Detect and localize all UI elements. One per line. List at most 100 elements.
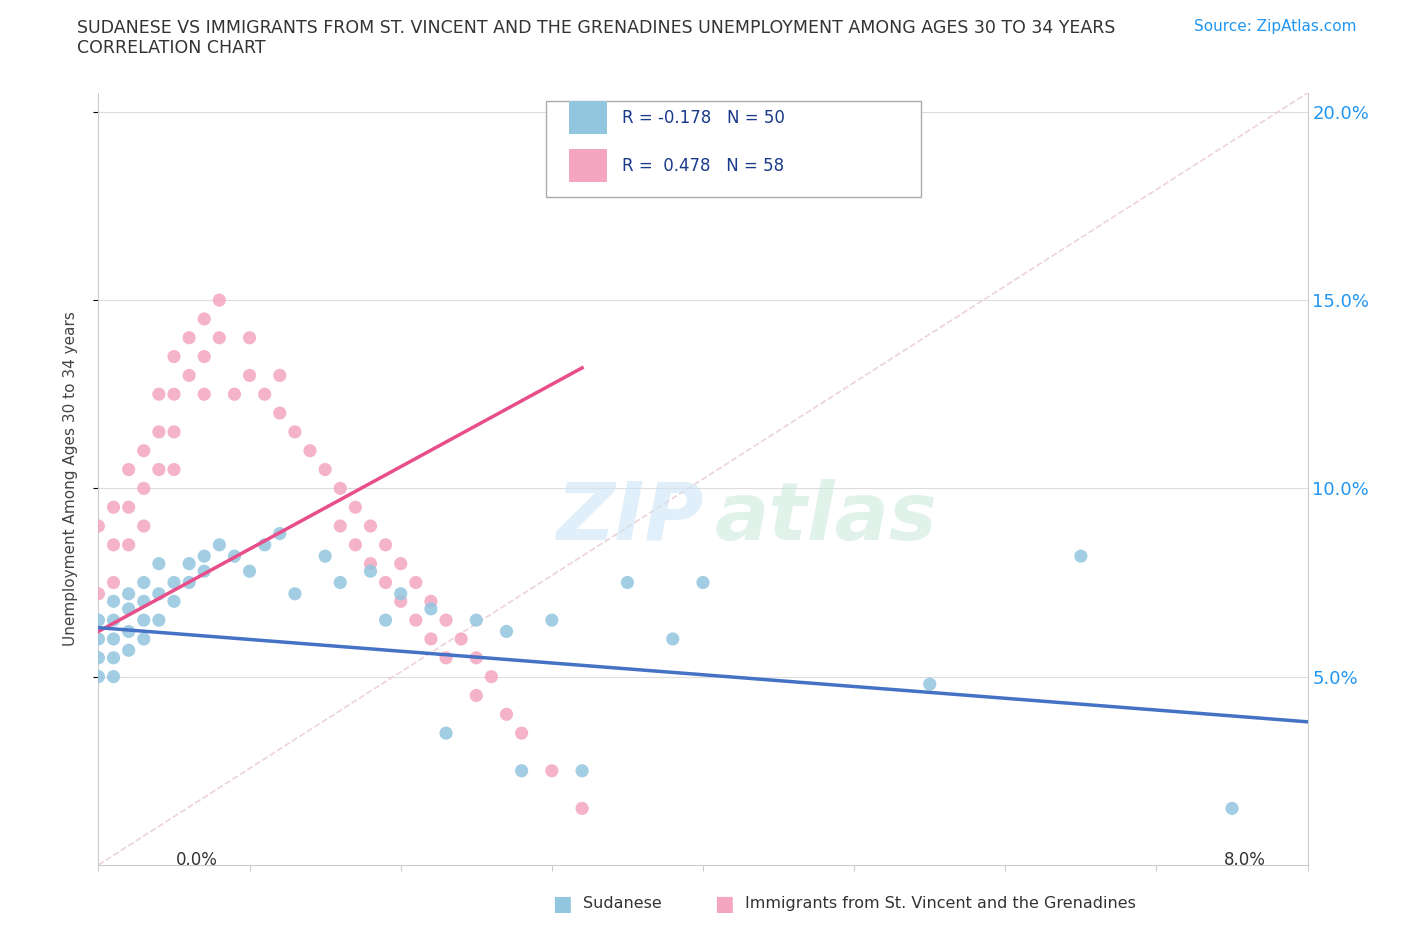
Point: [179, 556, 201, 571]
Point: [374, 538, 396, 552]
Point: [299, 444, 322, 458]
Point: [389, 556, 412, 571]
Point: [132, 594, 155, 609]
Point: [179, 368, 201, 383]
Point: [434, 725, 457, 740]
Point: [208, 538, 231, 552]
Point: [571, 764, 593, 778]
Point: [118, 643, 141, 658]
Text: Source: ZipAtlas.com: Source: ZipAtlas.com: [1194, 19, 1357, 33]
Point: [148, 462, 170, 477]
Point: [148, 424, 170, 439]
Point: [193, 564, 215, 578]
Point: [540, 764, 562, 778]
Text: R =  0.478   N = 58: R = 0.478 N = 58: [621, 156, 785, 175]
Point: [132, 519, 155, 534]
Point: [163, 387, 186, 402]
Y-axis label: Unemployment Among Ages 30 to 34 years: Unemployment Among Ages 30 to 34 years: [63, 312, 77, 646]
Point: [616, 575, 638, 590]
Point: [118, 602, 141, 617]
Point: [132, 575, 155, 590]
Point: [87, 613, 110, 628]
Point: [103, 538, 125, 552]
Point: [314, 462, 336, 477]
Point: [163, 462, 186, 477]
Point: [103, 631, 125, 646]
Point: [179, 330, 201, 345]
Point: [450, 631, 472, 646]
Point: [179, 575, 201, 590]
Point: [103, 650, 125, 665]
Point: [465, 688, 488, 703]
Bar: [569, 150, 607, 181]
Point: [148, 613, 170, 628]
Point: [360, 556, 382, 571]
Point: [239, 330, 262, 345]
Point: [495, 624, 517, 639]
Point: [103, 594, 125, 609]
Point: [510, 764, 533, 778]
Point: [224, 387, 246, 402]
Point: [465, 650, 488, 665]
Point: [87, 519, 110, 534]
Point: [405, 613, 427, 628]
Point: [314, 549, 336, 564]
Point: [360, 519, 382, 534]
Point: [571, 801, 593, 816]
Text: Immigrants from St. Vincent and the Grenadines: Immigrants from St. Vincent and the Gren…: [745, 897, 1136, 911]
Point: [389, 586, 412, 601]
Point: [661, 631, 683, 646]
Text: CORRELATION CHART: CORRELATION CHART: [77, 39, 266, 57]
Point: [103, 575, 125, 590]
Text: R = -0.178   N = 50: R = -0.178 N = 50: [621, 109, 785, 126]
Point: [253, 387, 276, 402]
Point: [495, 707, 517, 722]
Bar: [569, 101, 607, 134]
Point: [269, 368, 291, 383]
Point: [434, 613, 457, 628]
Point: [540, 613, 562, 628]
Point: [163, 424, 186, 439]
Point: [118, 462, 141, 477]
Point: [87, 586, 110, 601]
Point: [118, 538, 141, 552]
Point: [1070, 549, 1092, 564]
Point: [239, 564, 262, 578]
Point: [132, 444, 155, 458]
Point: [420, 631, 443, 646]
FancyBboxPatch shape: [546, 100, 921, 197]
Point: [87, 631, 110, 646]
Point: [132, 631, 155, 646]
Point: [918, 677, 941, 692]
Text: ZIP: ZIP: [555, 479, 703, 556]
Point: [193, 312, 215, 326]
Point: [1220, 801, 1243, 816]
Point: [208, 293, 231, 308]
Text: Sudanese: Sudanese: [583, 897, 662, 911]
Text: SUDANESE VS IMMIGRANTS FROM ST. VINCENT AND THE GRENADINES UNEMPLOYMENT AMONG AG: SUDANESE VS IMMIGRANTS FROM ST. VINCENT …: [77, 19, 1116, 36]
Point: [224, 549, 246, 564]
Point: [163, 575, 186, 590]
Point: [389, 594, 412, 609]
Point: [329, 481, 352, 496]
Point: [103, 613, 125, 628]
Point: [269, 405, 291, 420]
Point: [148, 556, 170, 571]
Point: [360, 564, 382, 578]
Point: [163, 594, 186, 609]
Point: [118, 624, 141, 639]
Text: 8.0%: 8.0%: [1223, 851, 1265, 869]
Point: [118, 499, 141, 514]
Point: [239, 368, 262, 383]
Point: [253, 538, 276, 552]
Point: [434, 650, 457, 665]
Point: [87, 650, 110, 665]
Point: [87, 670, 110, 684]
Point: [193, 549, 215, 564]
Point: [148, 387, 170, 402]
Point: [465, 613, 488, 628]
Text: 0.0%: 0.0%: [176, 851, 218, 869]
Point: [329, 575, 352, 590]
Point: [420, 594, 443, 609]
Point: [193, 349, 215, 364]
